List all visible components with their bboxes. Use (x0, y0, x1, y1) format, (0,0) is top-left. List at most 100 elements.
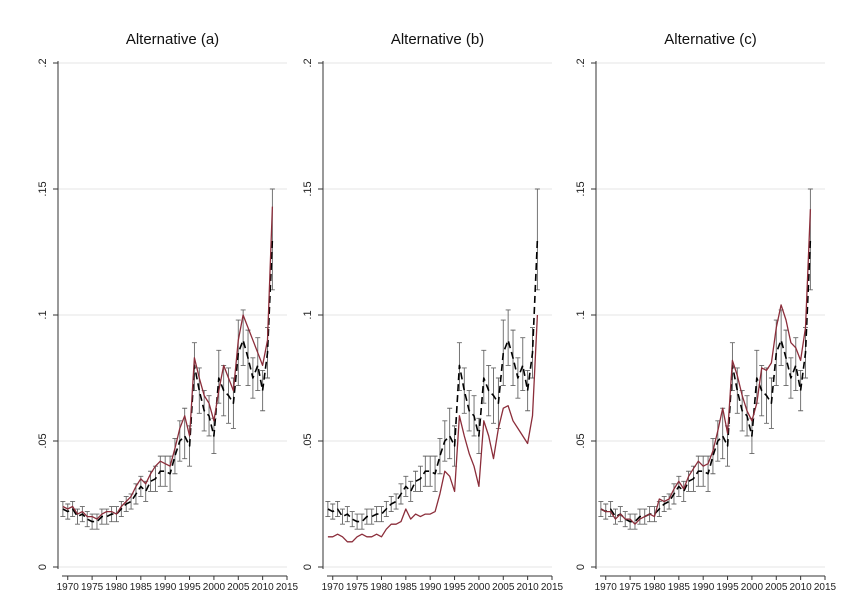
error-bar (339, 508, 345, 525)
error-bar (505, 309, 511, 366)
x-tick-label: 1980 (105, 582, 128, 593)
panel-title: Alternative (a) (126, 31, 219, 48)
y-tick-label: .15 (302, 181, 314, 196)
x-tick-label: 1970 (57, 582, 80, 593)
error-bar (651, 506, 657, 523)
series-line-solid (600, 209, 812, 525)
y-tick-label: .1 (37, 310, 49, 319)
error-bar (196, 367, 202, 414)
x-tick-label: 1990 (692, 582, 715, 593)
y-tick-label: .15 (575, 181, 587, 196)
x-tick-label: 1990 (419, 582, 442, 593)
error-bar (369, 508, 375, 525)
error-bar (520, 337, 526, 392)
error-bar (172, 438, 178, 475)
series-line-dashed (327, 239, 539, 523)
error-bar (447, 407, 453, 460)
y-tick-label: .05 (575, 433, 587, 448)
series-line-dashed (62, 239, 274, 523)
error-bar (413, 470, 419, 492)
error-bar (798, 369, 804, 412)
x-tick-label: 2010 (252, 582, 275, 593)
error-bar (681, 480, 687, 502)
error-bar (700, 455, 706, 487)
x-tick-label: 1995 (443, 582, 466, 593)
error-bar (255, 337, 261, 392)
error-bar (500, 319, 506, 387)
x-tick-label: 2000 (741, 582, 764, 593)
series-line-solid (62, 206, 274, 520)
error-bar (240, 309, 246, 366)
x-tick-label: 1975 (619, 582, 642, 593)
error-bar (349, 511, 355, 528)
error-bar (60, 501, 66, 518)
error-bar (408, 480, 414, 502)
x-tick-label: 1970 (595, 582, 618, 593)
error-bar (84, 511, 90, 528)
error-bar (393, 493, 399, 510)
x-tick-label: 2015 (276, 582, 299, 593)
y-tick-label: 0 (37, 564, 49, 570)
error-bar (666, 493, 672, 510)
y-tick-label: .2 (575, 58, 587, 67)
error-bar (710, 438, 716, 475)
x-tick-label: 1975 (346, 582, 369, 593)
x-tick-label: 1985 (395, 582, 418, 593)
y-tick-label: 0 (575, 564, 587, 570)
x-tick-label: 1985 (668, 582, 691, 593)
error-bar (632, 513, 638, 530)
error-bar (598, 501, 604, 518)
x-tick-label: 2010 (790, 582, 813, 593)
y-tick-label: 0 (302, 564, 314, 570)
panel-title: Alternative (c) (664, 31, 757, 48)
error-bar (461, 367, 467, 414)
x-tick-label: 2000 (203, 582, 226, 593)
y-tick-label: .05 (37, 433, 49, 448)
error-bar (378, 506, 384, 523)
error-bar (94, 513, 100, 530)
error-bar (427, 455, 433, 487)
error-bar (359, 513, 365, 530)
x-tick-label: 2005 (765, 582, 788, 593)
x-tick-label: 1980 (370, 582, 393, 593)
x-tick-label: 2015 (814, 582, 837, 593)
panel-title: Alternative (b) (391, 31, 484, 48)
x-tick-label: 1980 (643, 582, 666, 593)
error-bar (437, 438, 443, 475)
error-bar (778, 309, 784, 366)
error-bar (162, 455, 168, 487)
error-bar (216, 349, 222, 404)
y-tick-label: .2 (37, 58, 49, 67)
x-tick-label: 1990 (154, 582, 177, 593)
x-tick-label: 2005 (227, 582, 250, 593)
x-tick-label: 2010 (517, 582, 540, 593)
error-bar (235, 319, 241, 387)
x-tick-label: 1995 (178, 582, 201, 593)
error-bar (481, 349, 487, 404)
x-tick-label: 2000 (468, 582, 491, 593)
y-tick-label: .15 (37, 181, 49, 196)
x-tick-label: 1975 (81, 582, 104, 593)
error-bar (74, 508, 80, 525)
error-bar (612, 508, 618, 525)
error-bar (793, 337, 799, 392)
error-bar (260, 369, 266, 412)
error-bar (686, 470, 692, 492)
x-tick-label: 2005 (492, 582, 515, 593)
series-line-dashed (600, 239, 812, 523)
error-bar (525, 369, 531, 412)
x-tick-label: 1970 (322, 582, 345, 593)
y-tick-label: .2 (302, 58, 314, 67)
y-tick-label: .1 (575, 310, 587, 319)
error-bar (325, 501, 331, 518)
y-tick-label: .05 (302, 433, 314, 448)
x-tick-label: 2015 (541, 582, 564, 593)
series-line-solid (327, 314, 539, 543)
x-tick-label: 1985 (130, 582, 153, 593)
y-tick-label: .1 (302, 310, 314, 319)
x-tick-label: 1995 (716, 582, 739, 593)
